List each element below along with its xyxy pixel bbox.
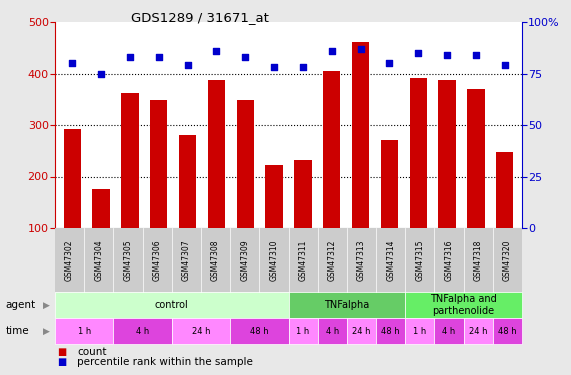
Point xyxy=(500,62,509,68)
Text: ▶: ▶ xyxy=(43,300,50,309)
Text: GDS1289 / 31671_at: GDS1289 / 31671_at xyxy=(131,11,269,24)
Point xyxy=(327,48,336,54)
Text: 1 h: 1 h xyxy=(413,327,427,336)
Bar xyxy=(179,135,196,228)
Point xyxy=(471,52,480,58)
Text: 24 h: 24 h xyxy=(352,327,371,336)
Bar xyxy=(63,129,81,228)
Bar xyxy=(352,42,369,228)
Text: 1 h: 1 h xyxy=(78,327,91,336)
Text: 48 h: 48 h xyxy=(498,327,517,336)
Text: GSM47302: GSM47302 xyxy=(65,239,74,281)
Text: time: time xyxy=(6,326,29,336)
Bar xyxy=(496,152,513,228)
Text: control: control xyxy=(155,300,188,310)
Text: GSM47315: GSM47315 xyxy=(415,239,424,281)
Point xyxy=(385,60,394,66)
Text: 48 h: 48 h xyxy=(250,327,268,336)
Point xyxy=(356,46,365,52)
Point xyxy=(298,64,307,70)
Text: agent: agent xyxy=(6,300,36,310)
Text: GSM47308: GSM47308 xyxy=(211,239,220,281)
Bar xyxy=(323,72,340,228)
Text: GSM47314: GSM47314 xyxy=(386,239,395,281)
Point xyxy=(68,60,77,66)
Point xyxy=(413,50,423,56)
Text: GSM47318: GSM47318 xyxy=(474,239,482,280)
Bar xyxy=(381,140,398,228)
Text: GSM47320: GSM47320 xyxy=(503,239,512,281)
Text: GSM47305: GSM47305 xyxy=(123,239,132,281)
Point xyxy=(126,54,135,60)
Text: GSM47309: GSM47309 xyxy=(240,239,249,281)
Bar xyxy=(208,80,225,228)
Bar xyxy=(439,80,456,228)
Point xyxy=(443,52,452,58)
Text: 24 h: 24 h xyxy=(469,327,488,336)
Bar xyxy=(150,100,167,228)
Text: count: count xyxy=(77,347,107,357)
Bar xyxy=(121,93,139,228)
Text: 1 h: 1 h xyxy=(296,327,309,336)
Text: GSM47316: GSM47316 xyxy=(445,239,453,281)
Text: GSM47306: GSM47306 xyxy=(152,239,162,281)
Bar xyxy=(294,160,312,228)
Bar xyxy=(467,89,485,228)
Text: GSM47304: GSM47304 xyxy=(94,239,103,281)
Text: TNFalpha: TNFalpha xyxy=(324,300,369,310)
Point xyxy=(212,48,221,54)
Text: 24 h: 24 h xyxy=(192,327,210,336)
Bar xyxy=(93,189,110,228)
Text: 48 h: 48 h xyxy=(381,327,400,336)
Text: GSM47313: GSM47313 xyxy=(357,239,366,281)
Text: GSM47310: GSM47310 xyxy=(270,239,279,281)
Bar xyxy=(236,100,254,228)
Point xyxy=(154,54,163,60)
Text: GSM47312: GSM47312 xyxy=(328,239,337,280)
Point xyxy=(270,64,279,70)
Point xyxy=(241,54,250,60)
Text: ▶: ▶ xyxy=(43,327,50,336)
Text: ■: ■ xyxy=(57,347,66,357)
Text: GSM47311: GSM47311 xyxy=(299,239,308,280)
Text: TNFalpha and
parthenolide: TNFalpha and parthenolide xyxy=(431,294,497,316)
Bar xyxy=(409,78,427,228)
Point xyxy=(96,70,106,76)
Text: ■: ■ xyxy=(57,357,66,367)
Text: percentile rank within the sample: percentile rank within the sample xyxy=(77,357,253,367)
Text: GSM47307: GSM47307 xyxy=(182,239,191,281)
Point xyxy=(183,62,192,68)
Text: 4 h: 4 h xyxy=(443,327,456,336)
Text: 4 h: 4 h xyxy=(136,327,149,336)
Text: 4 h: 4 h xyxy=(325,327,339,336)
Bar xyxy=(266,165,283,228)
